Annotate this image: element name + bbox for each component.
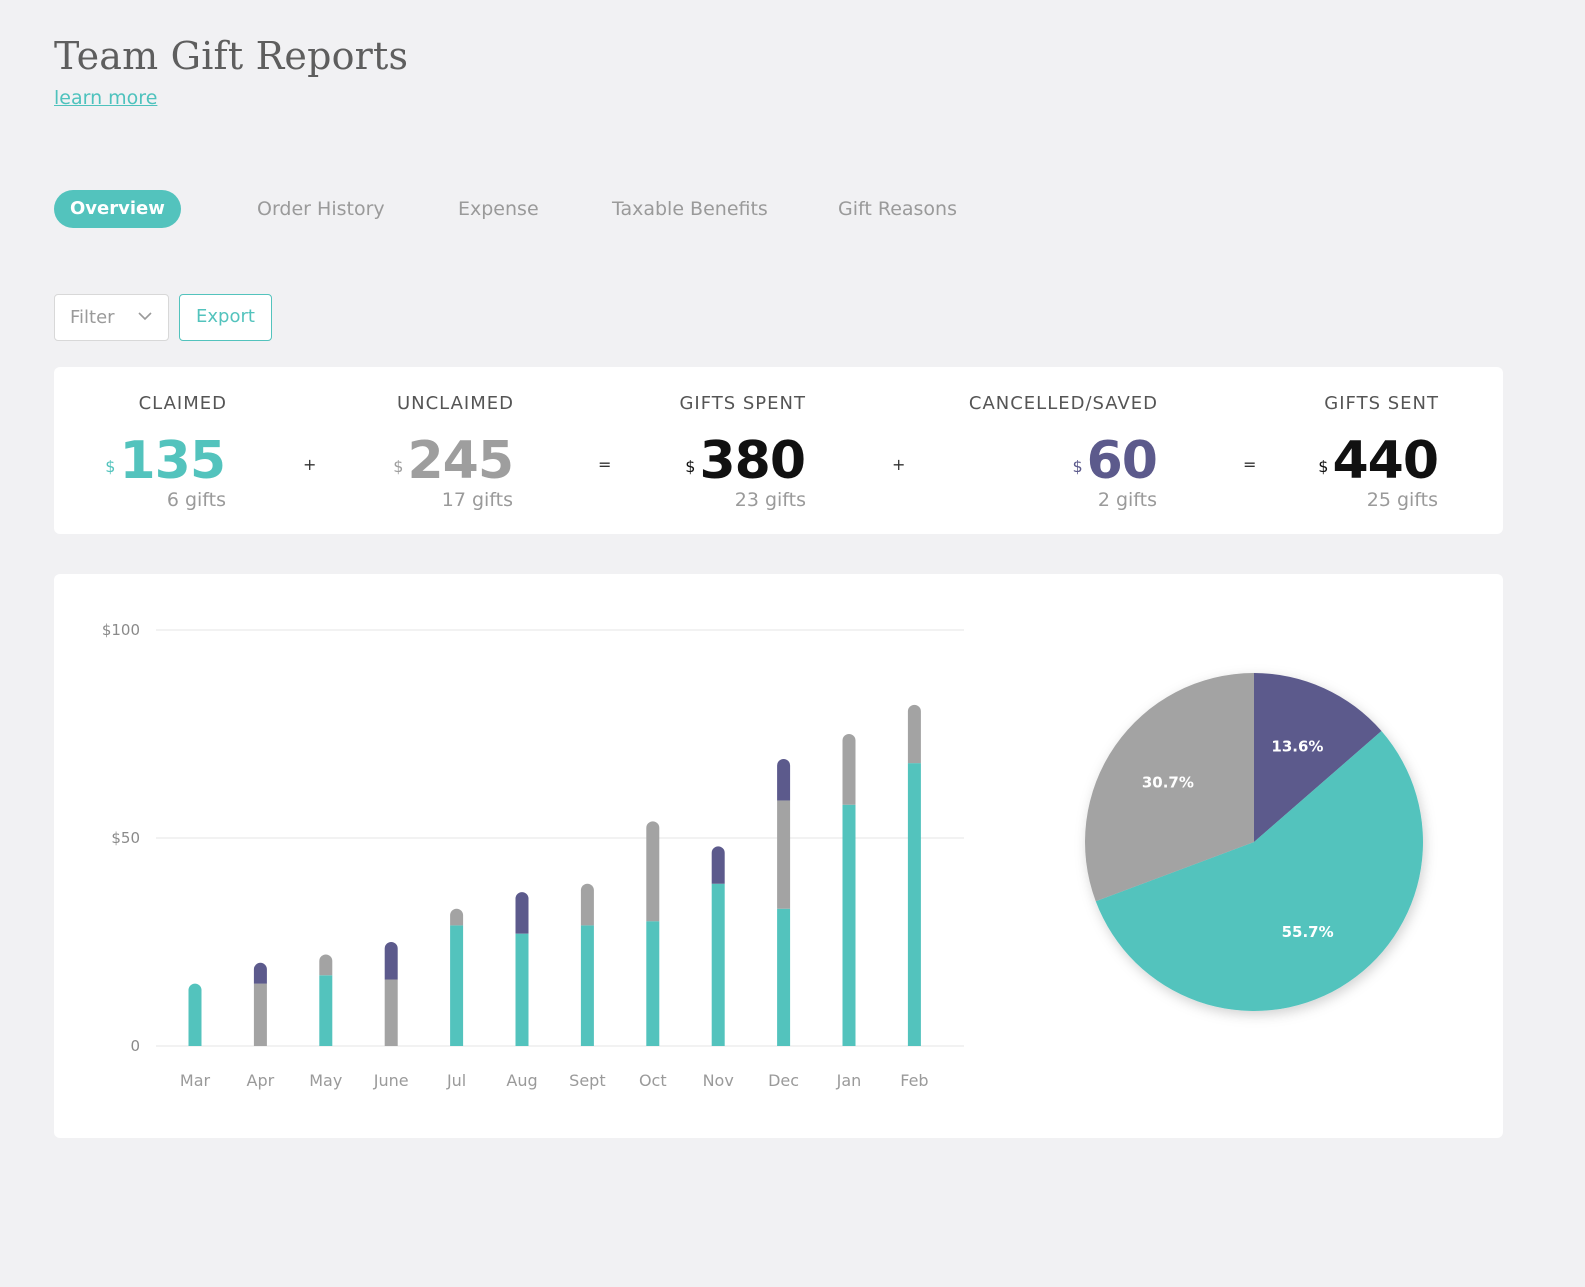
bar-segment <box>515 892 529 934</box>
bar-segment <box>711 846 725 884</box>
bar-segment <box>384 979 398 1046</box>
bar-segment <box>842 804 856 1046</box>
filter-dropdown[interactable]: Filter <box>54 294 169 341</box>
learn-more-link[interactable]: learn more <box>54 87 158 109</box>
cancelled-saved-count: 2 gifts <box>1097 489 1157 511</box>
pie-slice <box>1085 673 1254 902</box>
y-tick-label: $50 <box>111 829 140 847</box>
bar-segment <box>188 983 202 1046</box>
gifts-spent-value: $380 <box>685 431 806 491</box>
gifts-sent-label: GIFTS SENT <box>1324 393 1439 414</box>
cancelled-saved-amount: 60 <box>1086 431 1158 491</box>
gifts-sent-value: $440 <box>1318 431 1439 491</box>
bar-segment <box>580 925 594 1046</box>
chart-card: $100 $50 0 Mar Apr May June Jul Aug Sept Oct Nov Dec… <box>54 574 1503 1138</box>
x-tick-label: May <box>309 1071 342 1090</box>
x-tick-label: Mar <box>180 1071 211 1090</box>
equals-operator: = <box>1243 455 1257 474</box>
claimed-amount: 135 <box>119 431 226 491</box>
gifts-spent-count: 23 gifts <box>734 489 806 511</box>
bar-segment <box>580 883 594 926</box>
y-tick-label: $100 <box>102 621 140 639</box>
unclaimed-value: $245 <box>393 431 514 491</box>
bar-segment <box>319 975 333 1046</box>
tab-gift-reasons[interactable]: Gift Reasons <box>838 198 957 220</box>
claimed-count: 6 gifts <box>166 489 226 511</box>
cancelled-saved-label: CANCELLED/SAVED <box>968 393 1158 414</box>
x-tick-label: Oct <box>639 1071 667 1090</box>
gifts-spent-amount: 380 <box>699 431 806 491</box>
bar-segment <box>646 921 660 1046</box>
x-tick-label: Jan <box>836 1071 862 1090</box>
pie-group <box>1085 673 1423 1011</box>
x-tick-label: Jul <box>446 1071 466 1090</box>
bar-segment <box>515 933 529 1046</box>
bar-segment <box>777 758 791 801</box>
bar-segment <box>711 883 725 1046</box>
gifts-spent-label: GIFTS SPENT <box>679 393 806 414</box>
unclaimed-label: UNCLAIMED <box>396 393 514 414</box>
bar-segment <box>907 763 921 1046</box>
x-tick-label: Sept <box>569 1071 605 1090</box>
claimed-value: $135 <box>105 431 226 491</box>
currency-symbol: $ <box>1072 457 1083 476</box>
currency-symbol: $ <box>1318 457 1329 476</box>
x-tick-label: June <box>373 1071 409 1090</box>
claimed-label: CLAIMED <box>138 393 227 414</box>
stats-summary-card: CLAIMED $135 6 gifts + UNCLAIMED $245 17… <box>54 367 1503 534</box>
bar-segment <box>319 954 333 976</box>
bar-segment <box>907 704 921 764</box>
tab-taxable-benefits[interactable]: Taxable Benefits <box>612 198 768 220</box>
monthly-bar-chart: $100 $50 0 Mar Apr May June Jul Aug Sept Oct Nov Dec… <box>102 621 964 1090</box>
chevron-down-icon <box>138 312 152 321</box>
x-tick-label: Dec <box>768 1071 799 1090</box>
bar-segment <box>450 925 464 1046</box>
page-title: Team Gift Reports <box>54 34 409 78</box>
tab-order-history[interactable]: Order History <box>257 198 385 220</box>
pie-slice <box>1095 731 1423 1011</box>
x-tick-label: Apr <box>247 1071 275 1090</box>
bar-segment <box>842 734 856 805</box>
gift-status-pie-chart: 13.6% 55.7% 30.7% <box>1085 673 1423 1011</box>
export-button[interactable]: Export <box>179 294 272 341</box>
bar-segment <box>253 962 267 984</box>
filter-label: Filter <box>70 307 115 328</box>
x-tick-label: Nov <box>703 1071 734 1090</box>
plus-operator: + <box>892 455 906 474</box>
currency-symbol: $ <box>393 457 404 476</box>
x-tick-label: Aug <box>506 1071 537 1090</box>
equals-operator: = <box>598 455 612 474</box>
pie-slice-label: 55.7% <box>1282 923 1334 941</box>
pie-slice-label: 13.6% <box>1271 738 1323 756</box>
gifts-sent-amount: 440 <box>1332 431 1439 491</box>
bar-segment <box>253 983 267 1046</box>
bar-segment <box>384 942 398 980</box>
y-tick-label: 0 <box>130 1037 140 1055</box>
tab-expense[interactable]: Expense <box>458 198 539 220</box>
currency-symbol: $ <box>685 457 696 476</box>
pie-slice-label: 30.7% <box>1142 773 1194 791</box>
unclaimed-amount: 245 <box>407 431 514 491</box>
x-tick-label: Feb <box>900 1071 928 1090</box>
bar-segment <box>450 908 464 926</box>
unclaimed-count: 17 gifts <box>441 489 513 511</box>
bar-segment <box>777 908 791 1046</box>
bar-segment <box>646 821 660 922</box>
bar-segment <box>777 800 791 909</box>
currency-symbol: $ <box>105 457 116 476</box>
tab-overview[interactable]: Overview <box>54 190 181 228</box>
report-tabs: Overview Order History Expense Taxable B… <box>54 190 1054 228</box>
cancelled-saved-value: $60 <box>1072 431 1158 491</box>
plus-operator: + <box>303 455 317 474</box>
gifts-sent-count: 25 gifts <box>1366 489 1438 511</box>
pie-slice <box>1254 673 1382 842</box>
